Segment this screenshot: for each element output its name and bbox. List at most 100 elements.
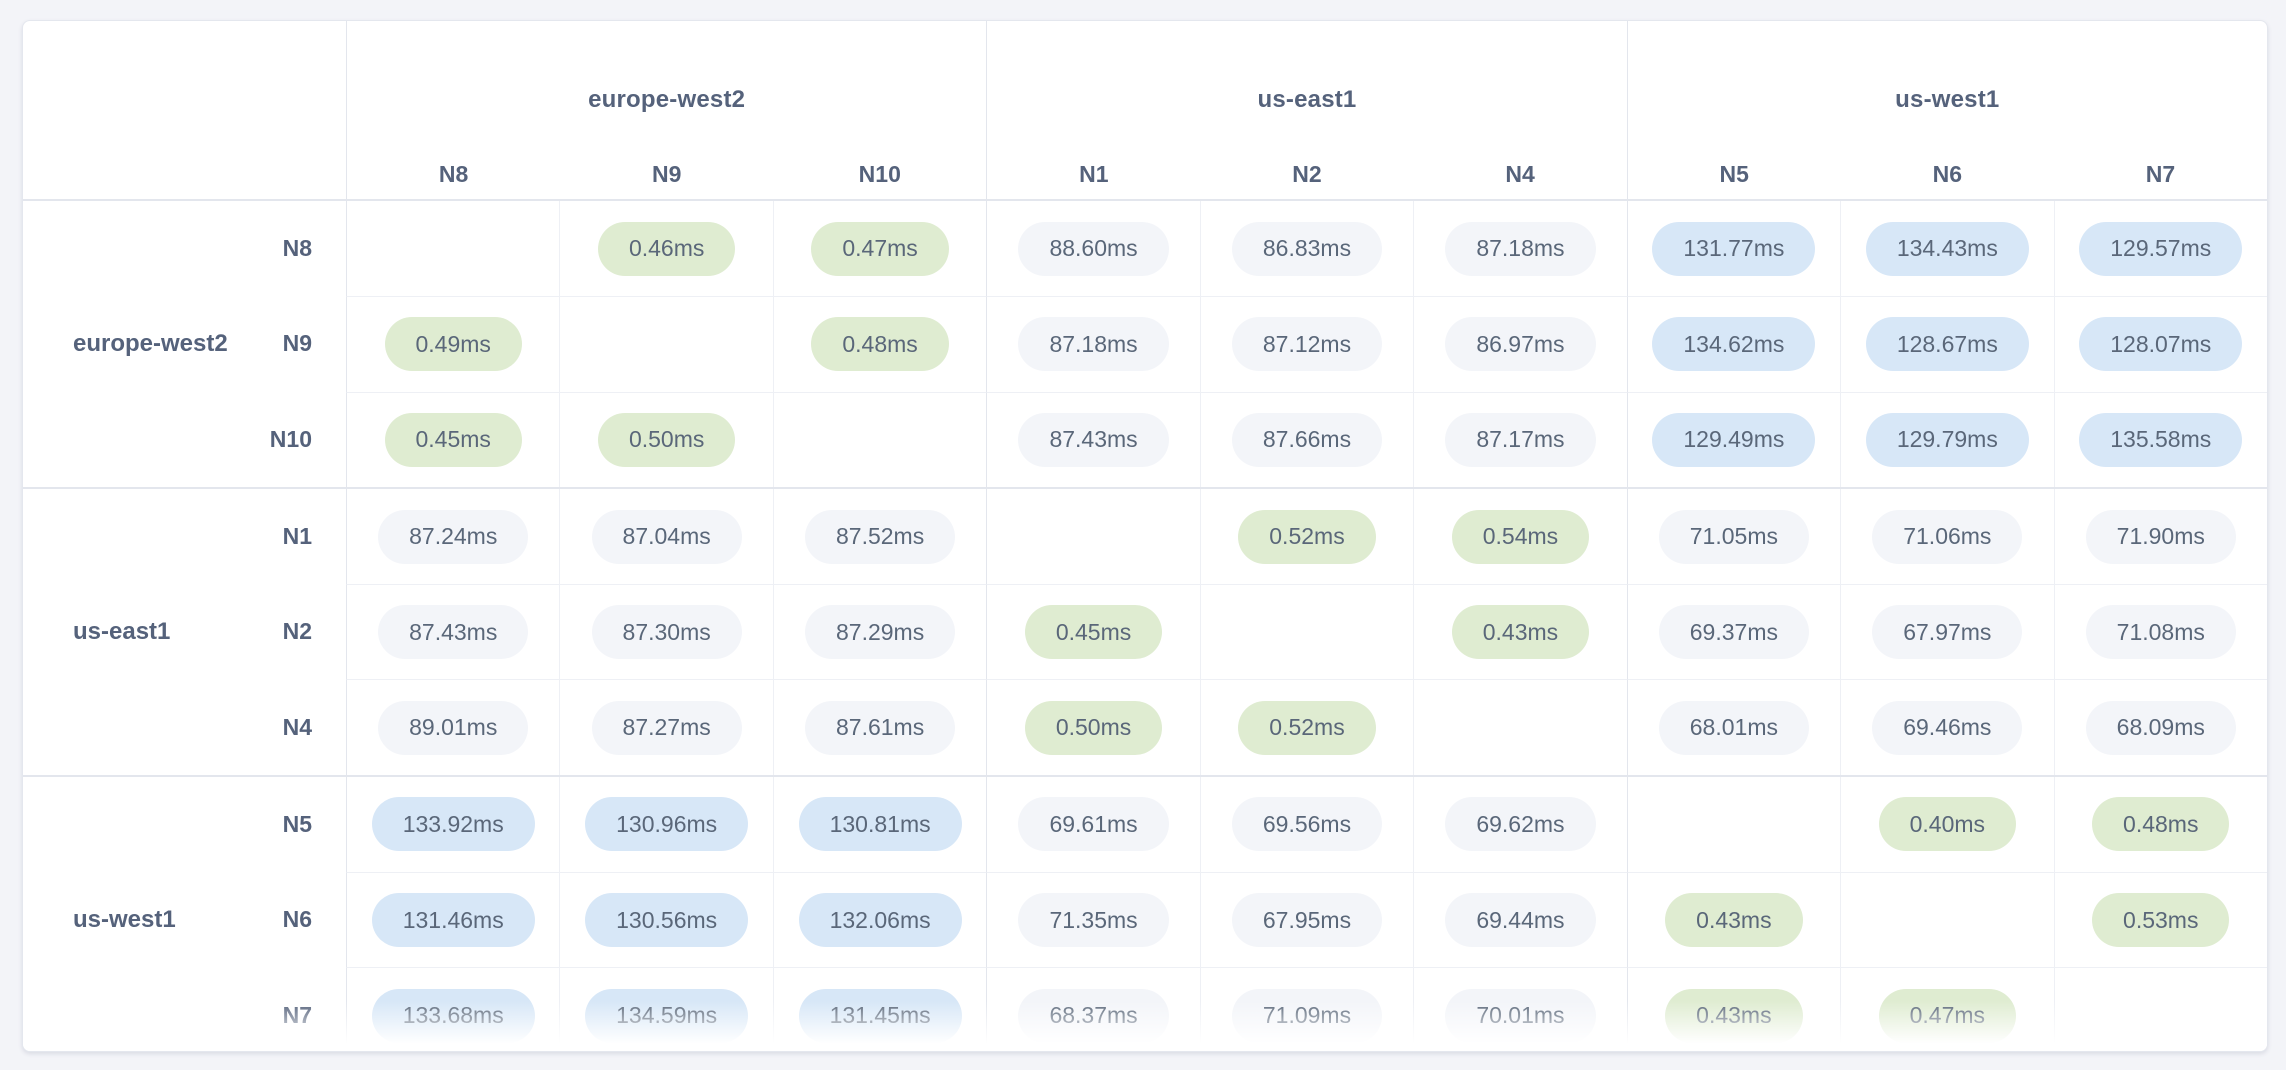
latency-cell: 132.06ms [772, 872, 987, 968]
latency-pill: 0.54ms [1451, 509, 1590, 564]
latency-cell: 87.18ms [1413, 201, 1626, 297]
latency-pill: 128.07ms [2079, 317, 2243, 372]
latency-cell: 71.05ms [1626, 488, 1840, 585]
latency-cell: 87.52ms [772, 488, 986, 585]
latency-pill: 131.45ms [798, 988, 962, 1043]
latency-pill: 68.01ms [1658, 700, 1809, 755]
latency-cell: 130.56ms [559, 872, 773, 968]
latency-pill: 87.04ms [591, 509, 742, 564]
latency-cell: 87.30ms [559, 584, 773, 680]
latency-pill: 69.56ms [1231, 797, 1383, 852]
latency-pill: 0.48ms [811, 317, 949, 372]
latency-pill: 0.48ms [2092, 797, 2230, 852]
latency-pill: 132.06ms [798, 893, 962, 948]
latency-pill: 0.43ms [1665, 893, 1803, 948]
latency-pill: 87.43ms [1018, 412, 1169, 467]
latency-cell [1840, 872, 2054, 968]
latency-pill: 87.12ms [1231, 317, 1383, 372]
latency-pill: 71.90ms [2085, 509, 2236, 564]
latency-pill: 134.62ms [1652, 317, 1816, 372]
latency-cell: 130.81ms [772, 776, 986, 873]
latency-cell: 0.45ms [986, 584, 1200, 680]
row-node-label: N1 [282, 523, 312, 550]
latency-pill: 129.57ms [2079, 221, 2243, 276]
latency-pill: 71.09ms [1231, 988, 1383, 1043]
column-node-header: N8 [438, 160, 469, 187]
matrix-body: europe-west2 N8 N9 N10 0.46ms 0.47ms 88.60ms 86… [23, 201, 2267, 1051]
latency-cell: 0.45ms [346, 391, 560, 487]
latency-cell: 68.37ms [986, 967, 1200, 1051]
column-node-header: N6 [1932, 160, 1963, 187]
latency-pill: 69.46ms [1872, 700, 2023, 755]
latency-cell: 0.50ms [986, 679, 1200, 775]
latency-matrix-card: europe-west2 N8 N9 N10 us-east1 N1 N2 N4 us-west… [22, 20, 2268, 1052]
latency-cell: 69.56ms [1199, 776, 1413, 873]
column-node-header: N4 [1505, 160, 1535, 187]
latency-cell: 87.17ms [1413, 391, 1627, 487]
row-node-label: N5 [282, 810, 312, 837]
latency-pill: 0.43ms [1451, 605, 1590, 660]
column-node-header: N7 [2145, 160, 2176, 187]
latency-pill: 69.61ms [1018, 797, 1169, 852]
latency-cell: 87.24ms [346, 488, 559, 585]
latency-pill: 71.35ms [1018, 893, 1169, 948]
latency-pill: 87.18ms [1018, 317, 1169, 372]
matrix-column-headers: europe-west2 N8 N9 N10 us-east1 N1 N2 N4 us-west… [23, 21, 2267, 201]
latency-cell: 0.52ms [1199, 488, 1413, 585]
latency-pill: 0.47ms [811, 221, 949, 276]
column-node-headers: N1 N2 N4 [987, 149, 1626, 199]
latency-pill: 134.43ms [1865, 221, 2029, 276]
latency-cell: 69.46ms [1840, 679, 2054, 775]
row-region-label: us-west1 [73, 905, 176, 933]
latency-cell: 0.46ms [559, 201, 772, 297]
row-node-label: N4 [282, 713, 312, 740]
latency-pill: 134.59ms [585, 988, 749, 1043]
latency-cell: 133.92ms [346, 776, 559, 873]
latency-pill: 70.01ms [1445, 988, 1596, 1043]
latency-cell: 128.67ms [1840, 296, 2054, 392]
latency-pill: 0.45ms [1024, 605, 1163, 660]
latency-pill: 130.96ms [585, 797, 749, 852]
latency-pill: 135.58ms [2079, 412, 2243, 467]
latency-pill: 87.61ms [804, 700, 956, 755]
latency-cell: 69.62ms [1413, 776, 1626, 873]
column-group-header: europe-west2 N8 N9 N10 [346, 21, 986, 199]
row-node-label: N8 [282, 235, 312, 262]
latency-cell: 87.27ms [559, 679, 773, 775]
latency-pill: 0.50ms [1024, 700, 1163, 755]
latency-cell: 89.01ms [346, 679, 560, 775]
row-region-label: europe-west2 [73, 329, 228, 357]
row-group: us-east1 N1 N2 N4 87.24ms 87.04ms 87.52ms 0.52m… [23, 486, 2267, 775]
latency-cell: 86.97ms [1413, 296, 1627, 392]
latency-cell: 134.62ms [1626, 296, 1841, 392]
latency-pill: 69.37ms [1658, 605, 1809, 660]
latency-cell: 67.95ms [1199, 872, 1414, 968]
latency-cell: 87.04ms [559, 488, 772, 585]
latency-pill: 86.83ms [1231, 221, 1383, 276]
latency-pill: 87.66ms [1231, 412, 1383, 467]
latency-cell: 0.40ms [1840, 776, 2053, 873]
latency-pill: 0.40ms [1878, 797, 2017, 852]
latency-pill: 67.95ms [1231, 893, 1383, 948]
latency-cell: 133.68ms [346, 967, 560, 1051]
latency-pill: 0.52ms [1238, 700, 1376, 755]
latency-cell [559, 296, 773, 392]
latency-cell: 128.07ms [2053, 296, 2267, 392]
latency-cell: 0.43ms [1413, 584, 1627, 680]
latency-cell: 131.46ms [346, 872, 560, 968]
row-group: europe-west2 N8 N9 N10 0.46ms 0.47ms 88.60ms 86… [23, 201, 2267, 487]
latency-pill: 129.49ms [1652, 412, 1816, 467]
latency-cell [1199, 584, 1414, 680]
latency-cell: 129.57ms [2053, 201, 2267, 297]
row-node-label: N2 [282, 618, 312, 645]
latency-pill: 88.60ms [1018, 221, 1169, 276]
latency-cell: 135.58ms [2053, 391, 2267, 487]
latency-pill: 71.06ms [1872, 509, 2023, 564]
latency-pill: 68.09ms [2085, 700, 2236, 755]
latency-cell: 131.45ms [772, 967, 987, 1051]
latency-pill: 87.52ms [804, 509, 956, 564]
latency-cell [346, 201, 559, 297]
row-group-label-cell: europe-west2 N8 N9 N10 [23, 201, 346, 487]
row-group-label-cell: us-west1 N5 N6 N7 [23, 777, 346, 1051]
latency-pill: 87.18ms [1445, 221, 1596, 276]
